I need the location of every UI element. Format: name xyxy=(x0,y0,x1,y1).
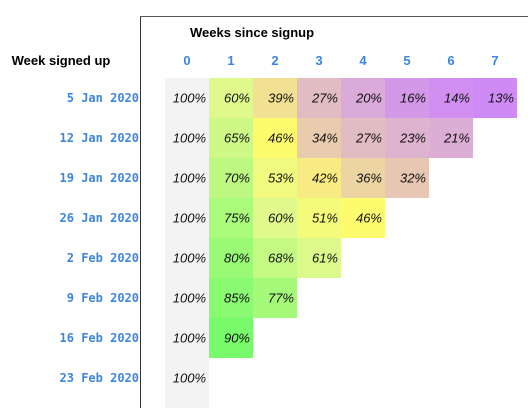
cell-value-label: 27% xyxy=(311,91,338,106)
heatmap-cell xyxy=(165,198,209,238)
column-label-3: 3 xyxy=(315,53,322,68)
cell-value-label: 90% xyxy=(224,331,250,346)
heatmap-cell xyxy=(253,198,297,238)
heatmap-cell xyxy=(209,198,253,238)
heatmap-cell xyxy=(253,118,297,158)
heatmap-cell xyxy=(165,278,209,318)
heatmap-cell xyxy=(165,318,209,358)
cell-value-label: 85% xyxy=(224,291,250,306)
heatmap-cell xyxy=(297,158,341,198)
cell-value-label: 16% xyxy=(400,91,426,106)
heatmap-cell xyxy=(297,238,341,278)
heatmap-cell xyxy=(385,158,429,198)
cell-value-label: 51% xyxy=(312,211,338,226)
cell-value-label: 77% xyxy=(268,291,294,306)
cell-value-label: 39% xyxy=(268,91,294,106)
heatmap-cell xyxy=(429,118,473,158)
cell-value-label: 20% xyxy=(355,91,382,106)
row-label: 12 Jan 2020 xyxy=(60,131,139,145)
column-label-4: 4 xyxy=(359,53,367,68)
heatmap-cell xyxy=(209,238,253,278)
cell-value-label: 27% xyxy=(355,131,382,146)
cells: 100% 60% 39% 27% 20% 16% 14% 13% 100% 65% 46% 34% 27… xyxy=(165,78,517,408)
chart-title: Weeks since signup xyxy=(190,25,314,40)
heatmap-cell xyxy=(297,78,341,118)
column-label-7: 7 xyxy=(491,53,498,68)
cell-value-label: 100% xyxy=(173,211,206,226)
row-label: 19 Jan 2020 xyxy=(60,171,139,185)
column-label-5: 5 xyxy=(403,53,410,68)
column-label-0: 0 xyxy=(183,53,190,68)
row-label: 5 Jan 2020 xyxy=(67,91,139,105)
cell-value-label: 13% xyxy=(488,91,514,106)
cell-value-label: 68% xyxy=(268,251,294,266)
cell-value-label: 70% xyxy=(224,171,250,186)
heatmap-cell xyxy=(253,78,297,118)
heatmap-cell xyxy=(341,198,385,238)
column-labels: 0 1 2 3 4 5 6 7 xyxy=(183,53,498,68)
heatmap-cell xyxy=(165,238,209,278)
row-label: 9 Feb 2020 xyxy=(67,291,139,305)
row-label: 16 Feb 2020 xyxy=(60,331,139,345)
cell-value-label: 100% xyxy=(173,91,206,106)
heatmap-cell xyxy=(165,358,209,408)
heatmap-cell xyxy=(209,278,253,318)
heatmap-cell xyxy=(385,78,429,118)
cell-value-label: 100% xyxy=(173,331,206,346)
cell-value-label: 23% xyxy=(399,131,426,146)
heatmap-cell xyxy=(341,118,385,158)
row-labels: 5 Jan 2020 12 Jan 2020 19 Jan 2020 26 Jan 2… xyxy=(60,91,139,385)
cell-value-label: 100% xyxy=(173,131,206,146)
cell-value-label: 36% xyxy=(356,171,382,186)
row-label: 2 Feb 2020 xyxy=(67,251,139,265)
heatmap-cell xyxy=(165,158,209,198)
cell-value-label: 80% xyxy=(224,251,250,266)
cell-value-label: 61% xyxy=(312,251,338,266)
heatmap-cell xyxy=(341,158,385,198)
cell-value-label: 34% xyxy=(312,131,338,146)
heatmap-cell xyxy=(209,118,253,158)
cell-value-label: 100% xyxy=(173,371,206,386)
heatmap-cell xyxy=(209,158,253,198)
cell-value-label: 100% xyxy=(173,251,206,266)
cell-value-label: 100% xyxy=(173,171,206,186)
row-label: 23 Feb 2020 xyxy=(60,371,139,385)
heatmap-cell xyxy=(165,118,209,158)
cell-value-label: 46% xyxy=(356,211,382,226)
heatmap-cell xyxy=(385,118,429,158)
heatmap-cell xyxy=(253,238,297,278)
row-axis-label: Week signed up xyxy=(12,53,111,68)
cell-value-label: 32% xyxy=(400,171,426,186)
heatmap-cell xyxy=(473,78,517,118)
heatmap-cell xyxy=(297,198,341,238)
cell-value-label: 60% xyxy=(224,91,250,106)
heatmap-cell xyxy=(297,118,341,158)
cell-value-label: 53% xyxy=(268,171,294,186)
heatmap-cell xyxy=(253,278,297,318)
cell-value-label: 75% xyxy=(224,211,250,226)
cell-value-label: 60% xyxy=(268,211,294,226)
cell-value-label: 65% xyxy=(224,131,250,146)
cell-value-label: 21% xyxy=(443,131,470,146)
heatmap-cell xyxy=(341,78,385,118)
column-label-2: 2 xyxy=(271,53,278,68)
heatmap-cell xyxy=(209,78,253,118)
heatmap-cell xyxy=(253,158,297,198)
column-label-6: 6 xyxy=(447,53,454,68)
row-label: 26 Jan 2020 xyxy=(60,211,139,225)
column-label-1: 1 xyxy=(227,53,234,68)
cell-value-label: 42% xyxy=(312,171,338,186)
heatmap-cell xyxy=(165,78,209,118)
cell-value-label: 100% xyxy=(173,291,206,306)
heatmap-cell xyxy=(429,78,473,118)
cell-value-label: 14% xyxy=(444,91,470,106)
cell-value-label: 46% xyxy=(268,131,294,146)
heatmap-cell xyxy=(209,318,253,358)
